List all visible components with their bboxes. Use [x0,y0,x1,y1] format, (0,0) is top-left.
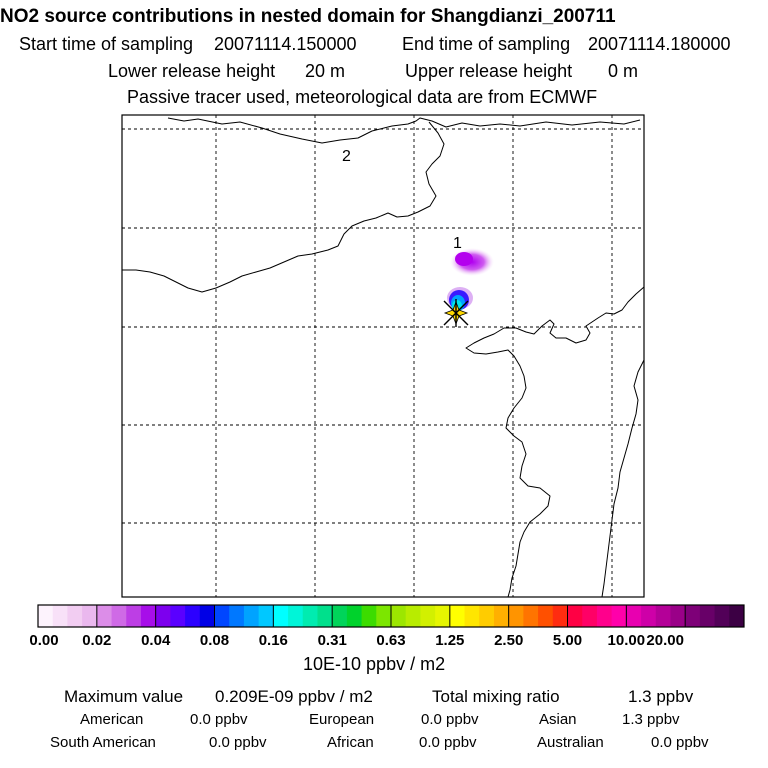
upper-release-label: Upper release height [405,61,573,81]
colorbar-swatch [523,605,539,627]
station-star-icon [443,299,469,327]
region-australian-label: Australian [537,734,604,751]
colorbar-swatch [82,605,98,627]
map-label-1: 1 [453,235,462,252]
map-label-2: 2 [342,148,351,165]
colorbar-swatch [626,605,642,627]
colorbar-swatch [273,605,289,627]
colorbar-swatch [655,605,671,627]
colorbar-swatch [508,605,524,627]
colorbar-swatch [140,605,157,627]
colorbar-swatch [317,605,333,627]
total-mixing-value: 1.3 ppbv [628,687,694,706]
colorbar-swatch [699,605,715,627]
colorbar-tick-label: 20.00 [646,632,684,649]
colorbar-swatch [420,605,436,627]
colorbar-swatch [567,605,583,627]
colorbar-tick-label: 5.00 [552,632,583,649]
colorbar-swatch [479,605,495,627]
colorbar-border [37,604,745,628]
colorbar-swatch [243,605,260,627]
max-value: 0.209E-09 ppbv / m2 [215,687,373,706]
colorbar-swatch [52,605,68,627]
colorbar-tick-label: 0.31 [317,632,347,649]
colorbar-swatch [596,605,613,627]
colorbar-swatch [346,605,362,627]
region-south-american-label: South American [50,734,156,751]
colorbar-swatch [288,605,304,627]
colorbar-swatch [96,605,112,627]
colorbar-swatch [199,605,215,627]
tracer-note: Passive tracer used, meteorological data… [127,87,598,107]
colorbar-swatch [641,605,657,627]
colorbar-swatch [258,605,274,627]
colorbar-tick-label: 2.50 [494,632,524,649]
colorbar-tick-label: 0.04 [141,632,171,649]
lower-release-label: Lower release height [108,61,276,81]
region-african-value: 0.0 ppbv [419,734,477,751]
colorbar-swatch [185,605,201,627]
colorbar-tick-label: 0.02 [82,632,112,649]
region-south-american-value: 0.0 ppbv [209,734,267,751]
colorbar-swatch [582,605,598,627]
colorbar [37,604,745,628]
region-african-label: African [327,734,374,751]
region-asian-value: 1.3 ppbv [622,711,680,728]
lower-release-value: 20 m [305,61,346,81]
colorbar-tick-label: 1.25 [435,632,465,649]
colorbar-swatch [155,605,171,627]
concentration-plume-upper [450,248,494,276]
colorbar-swatch [229,605,245,627]
region-european-value: 0.0 ppbv [421,711,479,728]
map-frame [121,114,645,598]
end-time-label: End time of sampling [402,34,571,54]
colorbar-swatch [214,605,230,627]
colorbar-tick-label: 10.00 [607,632,646,649]
colorbar-swatch [302,605,318,627]
colorbar-swatch [714,605,730,627]
colorbar-swatch [361,605,377,627]
colorbar-swatch [464,605,480,627]
upper-release-value: 0 m [608,61,639,81]
colorbar-swatch [449,605,465,627]
total-mixing-label: Total mixing ratio [432,687,560,706]
colorbar-tick-label: 0.00 [29,632,59,649]
page-title: NO2 source contributions in nested domai… [0,6,616,27]
region-asian-label: Asian [539,711,577,728]
colorbar-swatch [493,605,510,627]
colorbar-tick-label: 0.16 [258,632,288,649]
colorbar-swatch [170,605,186,627]
colorbar-tick-label: 0.08 [199,632,230,649]
colorbar-swatch [552,605,568,627]
max-value-label: Maximum value [64,687,184,706]
map-graticule [122,115,644,597]
colorbar-swatch [435,605,451,627]
colorbar-swatch [685,605,701,627]
colorbar-swatch [391,605,407,627]
end-time-value: 20071114.180000 [588,34,731,54]
colorbar-swatch [111,605,127,627]
colorbar-swatch [67,605,83,627]
colorbar-swatch [332,605,348,627]
colorbar-swatch [729,605,745,627]
region-american-value: 0.0 ppbv [190,711,248,728]
colorbar-swatch [538,605,554,627]
colorbar-swatch [405,605,421,627]
region-australian-value: 0.0 ppbv [651,734,709,751]
start-time-value: 20071114.150000 [214,34,357,54]
start-time-label: Start time of sampling [19,34,194,54]
colorbar-swatch [126,605,142,627]
region-european-label: European [309,711,375,728]
colorbar-swatch [376,605,392,627]
colorbar-swatch [38,605,54,627]
region-american-label: American [80,711,144,728]
colorbar-swatch [670,605,686,627]
colorbar-tick-label: 0.63 [376,632,406,649]
colorbar-swatch [611,605,627,627]
concentration-plume-station [447,287,473,312]
map-borders [122,117,645,598]
colorbar-unit: 10E-10 ppbv / m2 [303,654,446,674]
